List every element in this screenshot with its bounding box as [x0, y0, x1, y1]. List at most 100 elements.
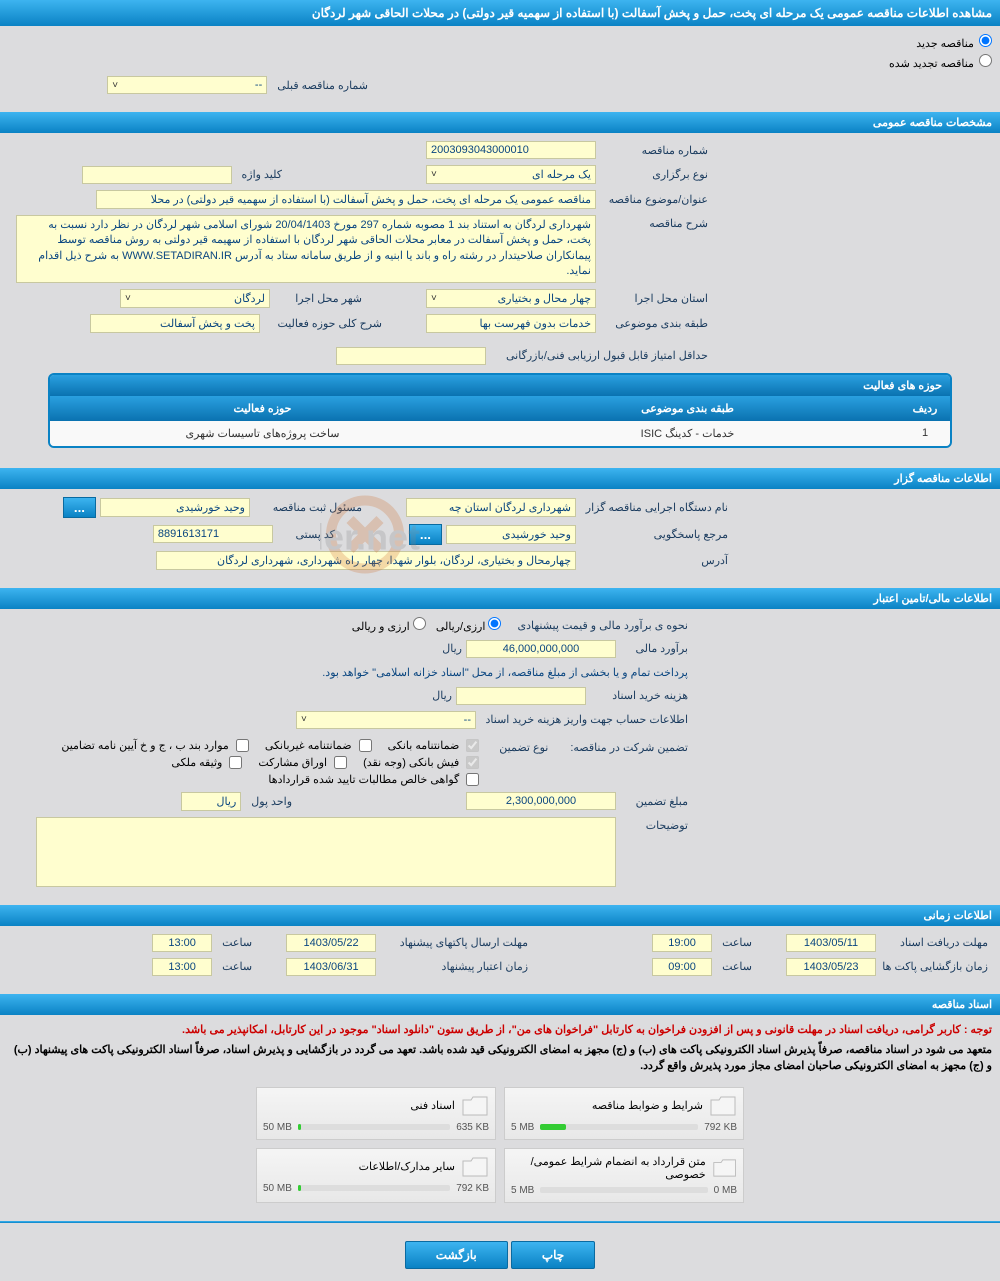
section-financial-header: اطلاعات مالی/تامین اعتبار: [0, 588, 1000, 609]
radio-currency-both[interactable]: ارزی و ریالی: [352, 617, 426, 633]
registrar-label: مسئول ثبت مناقصه: [256, 499, 366, 516]
chk-receivables[interactable]: گواهی خالص مطالبات تایید شده قراردادها: [268, 773, 479, 786]
page-title-bar: مشاهده اطلاعات مناقصه عمومی یک مرحله ای …: [0, 0, 1000, 26]
file-card[interactable]: متن قرارداد به انضمام شرایط عمومی/خصوصی …: [504, 1148, 744, 1203]
chk-bonds[interactable]: اوراق مشارکت: [258, 756, 347, 769]
responder-more-button[interactable]: ...: [409, 524, 442, 545]
envelope-open-time: 09:00: [652, 958, 712, 976]
tender-no-label: شماره مناقصه: [602, 142, 712, 159]
min-score-field[interactable]: [336, 347, 486, 365]
registrar-more-button[interactable]: ...: [63, 497, 96, 518]
validity-label: زمان اعتبار پیشنهاد: [382, 958, 532, 975]
section-documents-header: اسناد مناقصه: [0, 994, 1000, 1015]
section-general-header: مشخصات مناقصه عمومی: [0, 112, 1000, 133]
province-select[interactable]: چهار محال و بختیاری ˅: [426, 289, 596, 308]
holding-type-select[interactable]: یک مرحله ای ˅: [426, 165, 596, 184]
description-label: شرح مناقصه: [602, 215, 712, 232]
activity-table: حوزه های فعالیت ردیف طبقه بندی موضوعی حو…: [48, 373, 952, 448]
file-name: شرایط و ضوابط مناقصه: [592, 1099, 703, 1112]
proposal-send-label: مهلت ارسال پاکتهای پیشنهاد: [382, 934, 532, 951]
validity-time-label: ساعت: [218, 958, 256, 975]
comments-textarea[interactable]: [36, 817, 616, 887]
estimate-method-label: نحوه ی برآورد مالی و قیمت پیشنهادی: [513, 617, 692, 634]
chevron-down-icon: ˅: [125, 293, 131, 304]
org-name-field: شهرداری لردگان استان چه: [406, 498, 576, 517]
holding-type-value: یک مرحله ای: [532, 168, 591, 181]
chk-bank-guarantee[interactable]: ضمانتنامه بانکی: [388, 739, 480, 752]
chevron-down-icon: ˅: [301, 714, 307, 725]
radio-currency-rial[interactable]: ارزی/ریالی: [436, 617, 502, 633]
file-total: 5 MB: [511, 1185, 534, 1196]
file-total: 50 MB: [263, 1183, 292, 1194]
city-select[interactable]: لردگان ˅: [120, 289, 270, 308]
account-info-select[interactable]: -- ˅: [296, 711, 476, 729]
postal-label: کد پستی: [279, 526, 339, 543]
responder-label: مرجع پاسخگویی: [582, 526, 732, 543]
proposal-send-date: 1403/05/22: [286, 934, 376, 952]
address-field: چهارمحال و بختیاری، لردگان، بلوار شهدا، …: [156, 551, 576, 570]
documents-commitment: متعهد می شود در اسناد مناقصه، صرفاً پذیر…: [8, 1042, 992, 1075]
subject-class-label: طبقه بندی موضوعی: [602, 315, 712, 332]
proposal-send-time: 13:00: [152, 934, 212, 952]
keyword-field[interactable]: [82, 166, 232, 184]
address-label: آدرس: [582, 552, 732, 569]
prev-tender-value: --: [255, 79, 262, 91]
description-field: شهرداری لردگان به استناد بند 1 مصوبه شما…: [16, 215, 596, 283]
city-label: شهر محل اجرا: [276, 290, 366, 307]
doc-receipt-label: مهلت دریافت اسناد: [882, 934, 992, 951]
chk-non-bank-guarantee[interactable]: ضمانتنامه غیربانکی: [265, 739, 372, 752]
cell-cat: خدمات - کدینگ ISIC: [475, 421, 900, 446]
estimate-label: برآورد مالی: [622, 640, 692, 657]
radio-new-label: مناقصه جدید: [916, 38, 974, 50]
chk-regulation-items[interactable]: موارد بند ب ، ج و خ آیین نامه تضامین: [61, 739, 248, 752]
file-name: اسناد فنی: [410, 1099, 455, 1112]
folder-icon: [709, 1094, 737, 1118]
chevron-down-icon: ˅: [112, 80, 118, 91]
guarantee-amount-field: 2,300,000,000: [466, 792, 616, 810]
estimate-unit: ریال: [438, 640, 466, 657]
doc-receipt-time-label: ساعت: [718, 934, 756, 951]
tender-type-block: مناقصه جدید مناقصه تجدید شده شماره مناقص…: [0, 26, 1000, 108]
estimate-field: 46,000,000,000: [466, 640, 616, 658]
button-bar: چاپ بازگشت: [0, 1229, 1000, 1281]
registrar-field: وحید خورشیدی: [100, 498, 250, 517]
file-used: 0 MB: [714, 1185, 737, 1196]
activity-desc-field: پخت و پخش آسفالت: [90, 314, 260, 333]
city-value: لردگان: [234, 292, 265, 305]
org-name-label: نام دستگاه اجرایی مناقصه گزار: [582, 499, 732, 516]
file-name: سایر مدارک/اطلاعات: [359, 1160, 455, 1173]
file-card[interactable]: اسناد فنی 50 MB635 KB: [256, 1087, 496, 1140]
back-button[interactable]: بازگشت: [405, 1241, 508, 1269]
guarantee-unit-field: ریال: [181, 792, 241, 811]
file-card[interactable]: سایر مدارک/اطلاعات 50 MB792 KB: [256, 1148, 496, 1203]
province-value: چهار محال و بختیاری: [498, 292, 591, 305]
file-used: 635 KB: [456, 1122, 489, 1133]
print-button[interactable]: چاپ: [511, 1241, 595, 1269]
validity-date: 1403/06/31: [286, 958, 376, 976]
radio-renewed-tender[interactable]: مناقصه تجدید شده: [889, 54, 992, 70]
subject-field: مناقصه عمومی یک مرحله ای پخت، حمل و پخش …: [96, 190, 596, 209]
files-container-2: متن قرارداد به انضمام شرایط عمومی/خصوصی …: [8, 1144, 992, 1207]
section-documents: توجه : کاربر گرامی، دریافت اسناد در مهلت…: [0, 1015, 1000, 1215]
postal-field: 8891613171: [153, 525, 273, 543]
section-general: شماره مناقصه 2003093043000010 نوع برگزار…: [0, 133, 1000, 464]
guarantee-amount-label: مبلغ تضمین: [622, 793, 692, 810]
chevron-down-icon: ˅: [431, 169, 437, 180]
chk-bank-receipt[interactable]: فیش بانکی (وجه نقد): [363, 756, 479, 769]
province-label: استان محل اجرا: [602, 290, 712, 307]
prev-tender-label: شماره مناقصه قبلی: [273, 77, 372, 94]
doc-fee-field[interactable]: [456, 687, 586, 705]
chk-property[interactable]: وثیقه ملکی: [171, 756, 242, 769]
account-info-label: اطلاعات حساب جهت واریز هزینه خرید اسناد: [482, 711, 692, 728]
section-timing-header: اطلاعات زمانی: [0, 905, 1000, 926]
table-row: 1 خدمات - کدینگ ISIC ساخت پروژه‌های تاسی…: [50, 421, 950, 446]
prev-tender-select[interactable]: -- ˅: [107, 76, 267, 94]
tender-no-field: 2003093043000010: [426, 141, 596, 159]
radio-new-tender[interactable]: مناقصه جدید: [916, 34, 992, 50]
file-used: 792 KB: [704, 1122, 737, 1133]
file-card[interactable]: شرایط و ضوابط مناقصه 5 MB792 KB: [504, 1087, 744, 1140]
doc-fee-label: هزینه خرید اسناد: [592, 687, 692, 704]
activity-desc-label: شرح کلی حوزه فعالیت: [266, 315, 386, 332]
keyword-label: کلید واژه: [238, 166, 286, 183]
subject-label: عنوان/موضوع مناقصه: [602, 191, 712, 208]
